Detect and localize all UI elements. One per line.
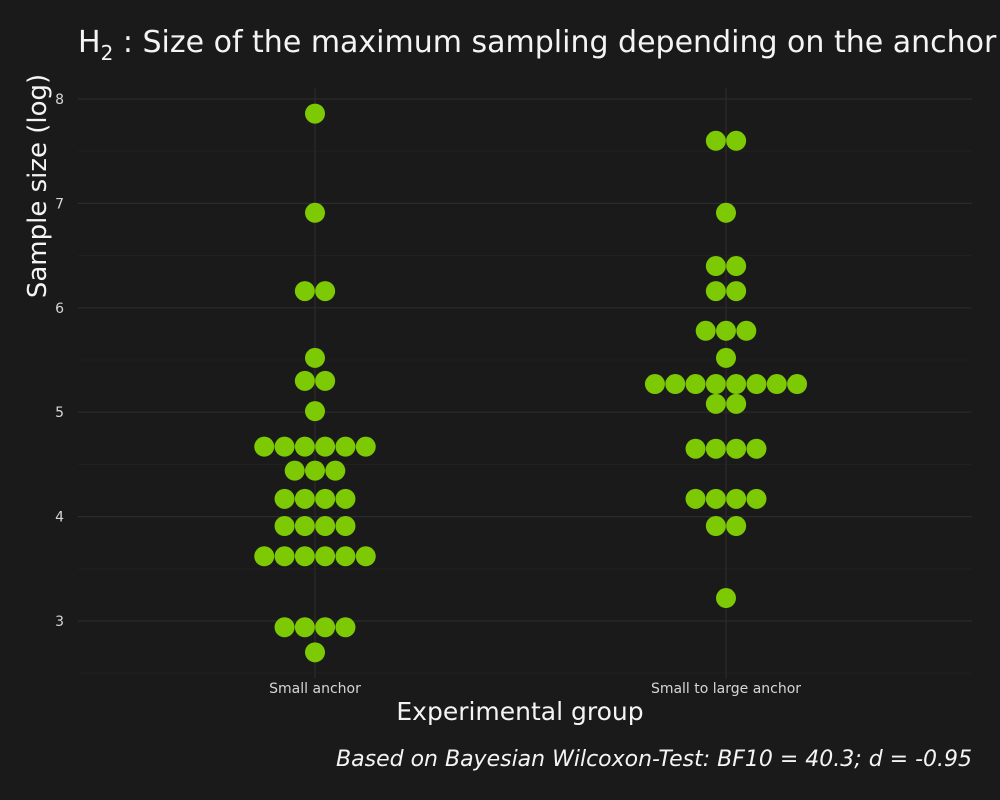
data-point (274, 488, 295, 509)
data-point (315, 370, 336, 391)
x-tick-label: Small to large anchor (651, 681, 801, 697)
data-point (305, 347, 325, 368)
chart-title: H2 : Size of the maximum sampling depend… (78, 25, 997, 65)
data-point (294, 515, 315, 536)
data-point (726, 281, 747, 302)
data-point (705, 256, 726, 277)
data-point (726, 438, 747, 459)
data-point (274, 546, 295, 567)
data-point (716, 347, 736, 368)
data-point (705, 374, 726, 395)
data-point (705, 281, 726, 302)
y-tick-label: 5 (55, 405, 64, 421)
data-point (716, 202, 736, 223)
data-point (335, 488, 356, 509)
data-point (335, 617, 356, 638)
data-point (254, 436, 275, 457)
points (254, 103, 808, 663)
data-point (274, 617, 295, 638)
data-point (325, 460, 346, 481)
grid (78, 88, 972, 679)
data-point (705, 515, 726, 536)
data-point (726, 374, 747, 395)
data-point (746, 438, 767, 459)
data-point (294, 546, 315, 567)
data-point (305, 103, 325, 124)
y-axis-label: Sample size (log) (23, 74, 53, 298)
data-point (685, 488, 706, 509)
data-point (726, 130, 747, 151)
y-tick-label: 6 (55, 301, 64, 317)
data-point (335, 436, 356, 457)
y-tick-label: 7 (55, 196, 64, 212)
data-point (274, 436, 295, 457)
data-point (716, 588, 736, 609)
title-main: H (78, 25, 101, 60)
title-subscript: 2 (101, 41, 114, 65)
y-tick-label: 3 (55, 614, 64, 630)
data-point (746, 374, 767, 395)
y-tick-label: 8 (55, 92, 64, 108)
data-point (705, 438, 726, 459)
chart-caption: Based on Bayesian Wilcoxon-Test: BF10 = … (336, 747, 972, 772)
data-point (315, 617, 336, 638)
data-point (294, 370, 315, 391)
data-point (685, 438, 706, 459)
data-point (294, 436, 315, 457)
data-point (705, 488, 726, 509)
data-point (305, 460, 325, 481)
data-point (705, 130, 726, 151)
data-point (315, 436, 336, 457)
x-axis-label: Experimental group (396, 697, 643, 726)
data-point (766, 374, 787, 395)
data-point (355, 436, 376, 457)
x-axis-ticks: Small anchor Small to large anchor (269, 681, 801, 697)
data-point (705, 393, 726, 414)
data-point (736, 320, 757, 341)
data-point (644, 374, 665, 395)
data-point (315, 546, 336, 567)
data-point (315, 488, 336, 509)
data-point (726, 393, 747, 414)
data-point (294, 617, 315, 638)
data-point (787, 374, 808, 395)
data-point (716, 320, 736, 341)
data-point (284, 460, 305, 481)
data-point (315, 515, 336, 536)
data-point (254, 546, 275, 567)
data-point (294, 488, 315, 509)
data-point (685, 374, 706, 395)
data-point (726, 515, 747, 536)
data-point (665, 374, 686, 395)
title-rest: : Size of the maximum sampling depending… (113, 25, 997, 60)
data-point (305, 401, 325, 422)
data-point (335, 546, 356, 567)
data-point (695, 320, 716, 341)
data-point (335, 515, 356, 536)
data-point (305, 642, 325, 663)
x-tick-label: Small anchor (269, 681, 361, 697)
data-point (355, 546, 376, 567)
y-tick-label: 4 (55, 510, 64, 526)
data-point (726, 488, 747, 509)
data-point (305, 202, 325, 223)
data-point (746, 488, 767, 509)
data-point (274, 515, 295, 536)
y-axis-ticks: 3 4 5 6 7 8 (55, 92, 64, 630)
data-point (315, 281, 336, 302)
data-point (726, 256, 747, 277)
data-point (294, 281, 315, 302)
